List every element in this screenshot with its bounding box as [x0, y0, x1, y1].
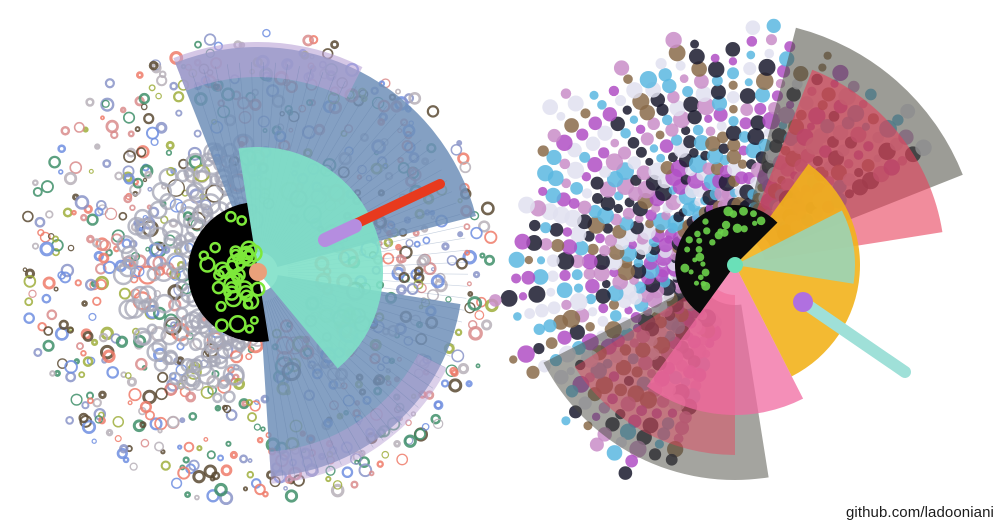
right-flower-artwork: [489, 18, 963, 480]
left-flower-artwork: [22, 28, 499, 506]
credit-label: github.com/ladooniani: [845, 504, 994, 521]
